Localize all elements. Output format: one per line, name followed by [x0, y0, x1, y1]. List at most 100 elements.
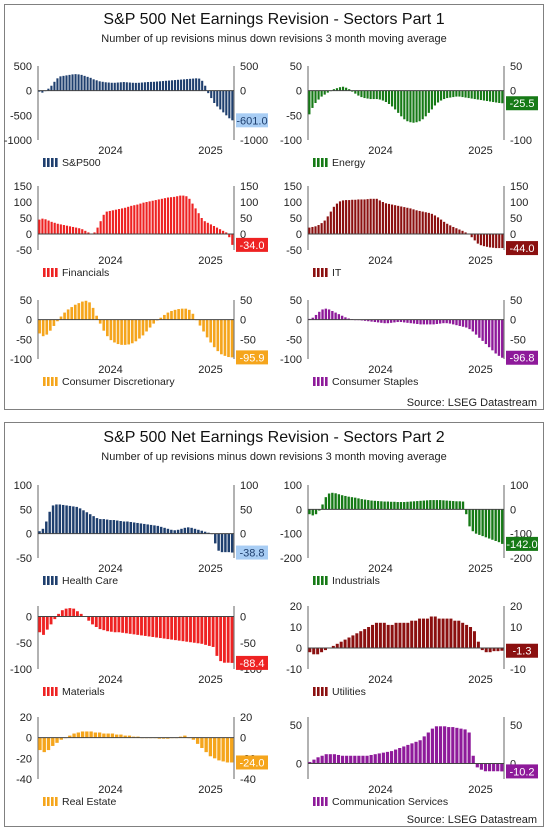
bar: [119, 734, 123, 738]
bar: [56, 223, 59, 234]
bar: [186, 527, 190, 534]
last-value-label: -142.0: [506, 539, 537, 551]
bar: [222, 90, 225, 113]
y-tick-label-left: 150: [284, 181, 302, 193]
bar: [461, 501, 465, 510]
bar: [173, 530, 176, 534]
x-tick-label: 2025: [198, 674, 222, 686]
bar: [71, 226, 75, 234]
bar: [398, 622, 402, 648]
bar: [373, 500, 376, 510]
bar: [230, 319, 234, 358]
bar: [414, 741, 418, 764]
bar: [212, 319, 216, 348]
bar: [203, 221, 206, 234]
x-tick-label: 2024: [368, 674, 392, 686]
bar: [367, 627, 371, 648]
bar: [65, 75, 68, 91]
bar: [338, 201, 342, 234]
bar: [386, 624, 390, 648]
x-tick-label: 2025: [468, 145, 492, 157]
bar: [495, 234, 498, 249]
bar: [63, 312, 66, 320]
bar: [438, 726, 443, 764]
bar: [77, 303, 81, 320]
bar: [183, 79, 186, 91]
bar: [442, 500, 445, 510]
bar: [68, 735, 72, 738]
bar: [365, 755, 369, 764]
bar: [406, 207, 409, 234]
bar: [433, 616, 437, 648]
legend-label: Utilities: [332, 686, 366, 698]
bar: [308, 90, 311, 115]
bar: [68, 226, 72, 234]
bar: [64, 608, 68, 617]
bar: [109, 319, 113, 341]
bar: [461, 230, 464, 234]
y-tick-label-right: 100: [240, 480, 258, 492]
bar: [380, 501, 383, 510]
bar: [484, 648, 488, 653]
bar: [117, 209, 121, 234]
y-tick-label-left: -10: [286, 664, 302, 676]
bar: [117, 616, 121, 633]
y-tick-label-right: -50: [510, 334, 526, 346]
y-tick-label-left: 0: [296, 86, 302, 98]
bar: [468, 509, 471, 527]
bar: [386, 501, 390, 510]
x-tick-label: 2024: [368, 255, 392, 267]
bar: [400, 206, 403, 234]
bar: [78, 228, 81, 234]
bar: [345, 87, 348, 91]
last-value-badge: [236, 237, 268, 252]
bar: [311, 90, 314, 108]
bar: [184, 308, 188, 320]
bar: [370, 319, 373, 322]
bar: [122, 82, 125, 91]
y-tick-label-left: 20: [290, 601, 302, 613]
bar: [228, 90, 231, 119]
x-tick-label: 2024: [98, 145, 122, 157]
bar: [158, 616, 162, 639]
bar: [154, 200, 157, 234]
bar: [143, 616, 147, 636]
last-value-badge: [236, 755, 268, 770]
bar: [394, 749, 398, 764]
y-tick-label-right: -50: [240, 638, 256, 650]
bar: [170, 529, 173, 534]
bar: [421, 211, 424, 234]
bar: [189, 616, 192, 643]
y-tick-label-left: 50: [20, 295, 32, 307]
bar: [183, 527, 187, 534]
source-note: Source: LSEG Datastream: [406, 397, 537, 409]
bar: [197, 529, 200, 534]
x-tick-label: 2024: [368, 145, 392, 157]
y-tick-label-right: 50: [510, 720, 522, 732]
bar: [180, 79, 183, 91]
bar: [109, 520, 112, 534]
bar: [324, 497, 327, 510]
bar: [197, 213, 200, 234]
bar: [430, 728, 434, 764]
bar: [160, 198, 163, 234]
bar: [492, 648, 496, 652]
bar: [406, 744, 410, 764]
legend-label: S&P500: [62, 157, 101, 169]
bar: [195, 737, 200, 744]
bar: [478, 509, 481, 535]
bar: [363, 90, 366, 99]
bar: [430, 213, 433, 234]
bar: [380, 319, 383, 323]
bar: [439, 90, 443, 101]
bar: [208, 737, 213, 757]
bar: [66, 309, 70, 320]
bar: [155, 81, 159, 91]
bar: [452, 319, 455, 325]
y-tick-label-left: -50: [16, 553, 32, 565]
bar: [430, 90, 433, 110]
bar: [58, 504, 62, 534]
bar: [106, 319, 109, 337]
bar: [88, 514, 92, 534]
